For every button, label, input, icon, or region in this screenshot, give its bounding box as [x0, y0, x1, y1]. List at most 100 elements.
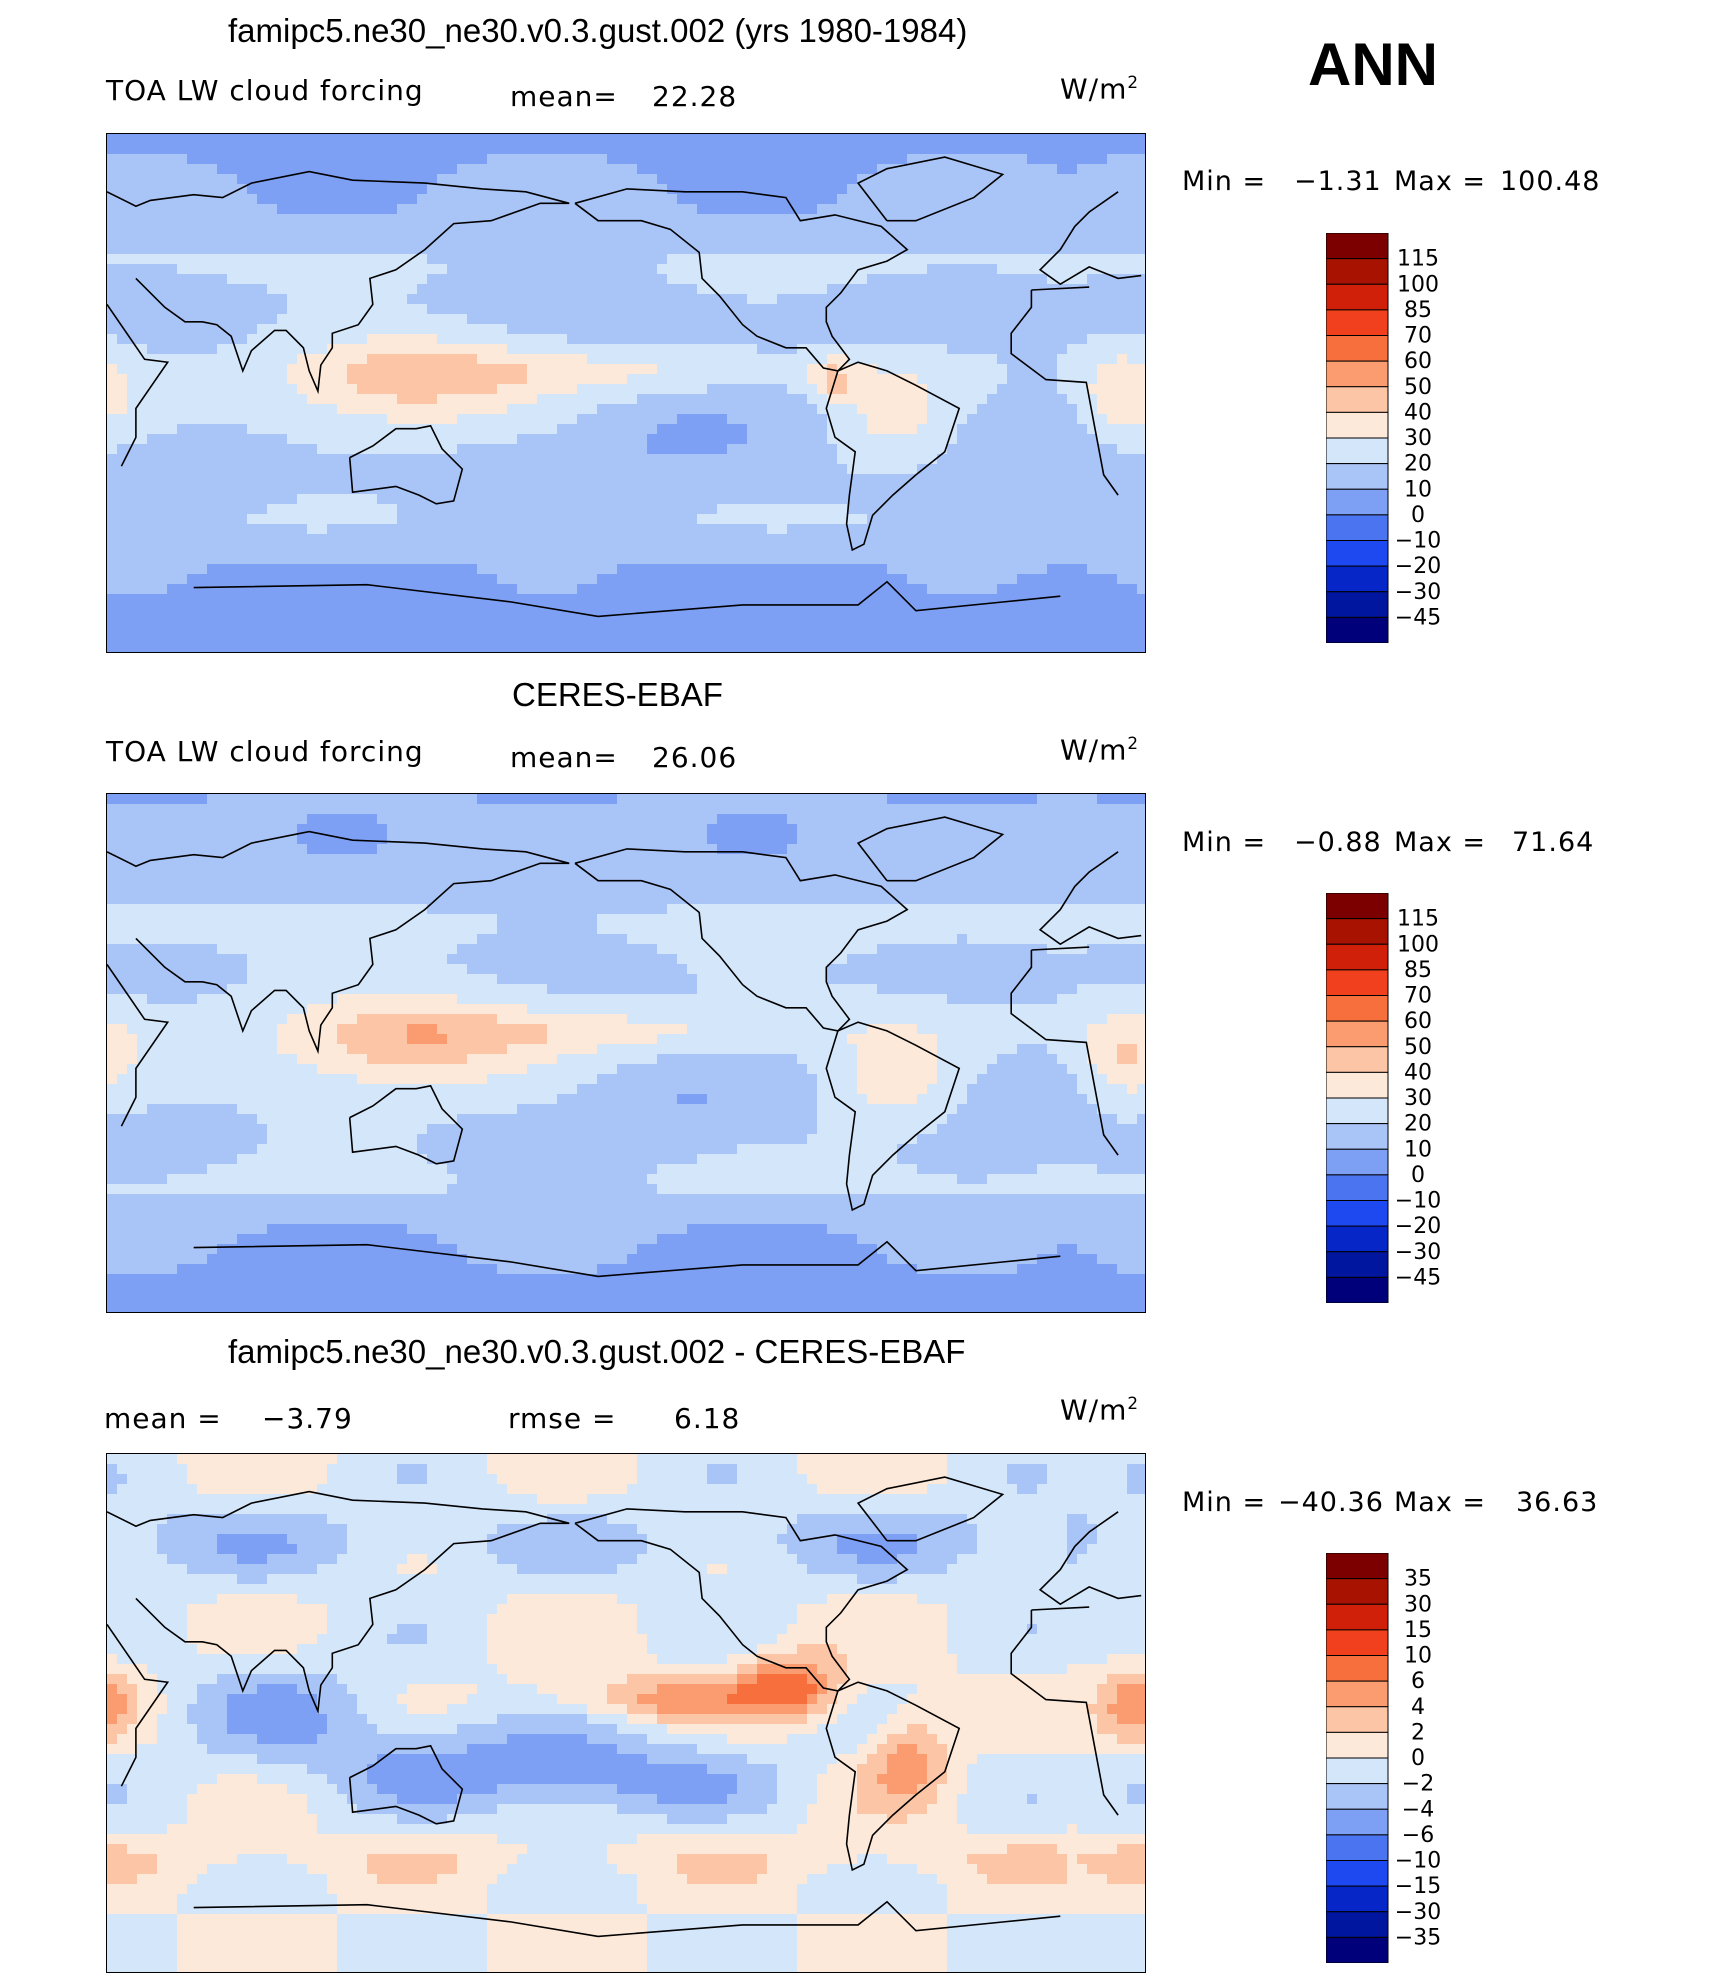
coastline: [107, 286, 1119, 496]
colorbar-box: [1325, 1225, 1389, 1253]
colorbar-box: [1325, 1783, 1389, 1810]
panel-3-colorbar: 35 30 15 10 6 4 2 0 −2 −4 −6 −10 −15 −30 −35: [1325, 1552, 1446, 1968]
panel-1-units: W/m2: [1060, 72, 1140, 106]
panel-3-max-value: 36.63: [1516, 1487, 1599, 1518]
panel-1-min-label: Min =: [1182, 166, 1267, 197]
colorbar-box: [1325, 565, 1389, 593]
colorbar-box: [1325, 1174, 1389, 1201]
colorbar-box: [1325, 232, 1389, 260]
colorbar-tick-label: −15: [1395, 1874, 1441, 1899]
colorbar-tick-label: 35: [1404, 1567, 1432, 1592]
panel-2-mean-value: 26.06: [652, 741, 738, 774]
colorbar-tick-label: 30: [1404, 1086, 1432, 1111]
panel-1-mean-label: mean=: [510, 80, 618, 113]
colorbar-tick-label: 30: [1404, 426, 1432, 451]
colorbar-box: [1325, 1808, 1389, 1836]
colorbar-box: [1325, 1251, 1389, 1278]
panel-3-mean-label: mean =: [104, 1402, 222, 1435]
colorbar-tick-label: −2: [1402, 1772, 1434, 1797]
colorbar-tick-label: 4: [1411, 1695, 1425, 1720]
colorbar-box: [1325, 918, 1389, 945]
colorbar-box: [1325, 335, 1389, 362]
coastline: [107, 946, 1119, 1156]
colorbar-tick-label: −10: [1395, 1849, 1441, 1874]
colorbar-tick-label: 0: [1411, 1746, 1425, 1771]
colorbar-tick-label: −20: [1395, 1214, 1441, 1239]
colorbar-box: [1325, 1148, 1389, 1176]
coastline: [348, 1084, 464, 1165]
colorbar-tick-label: 0: [1411, 1163, 1425, 1188]
coastline: [574, 1508, 909, 1692]
colorbar-box: [1325, 1655, 1389, 1682]
colorbar-box: [1325, 1680, 1389, 1708]
panel-2-min-value: −0.88: [1294, 827, 1382, 858]
panel-1-mean-value: 22.28: [652, 80, 738, 113]
colorbar-tick-label: 85: [1404, 958, 1432, 983]
colorbar-tick-label: 60: [1404, 349, 1432, 374]
colorbar-tick-label: −4: [1402, 1797, 1434, 1822]
colorbar-tick-label: 50: [1404, 375, 1432, 400]
colorbar-tick-label: 6: [1411, 1669, 1425, 1694]
coastline: [107, 1606, 1119, 1816]
colorbar-box: [1325, 1046, 1389, 1073]
colorbar-box: [1325, 995, 1389, 1022]
colorbar-box: [1325, 969, 1389, 996]
colorbar-box: [1325, 514, 1389, 541]
panel-2-colorbar: 115 100 85 70 60 50 40 30 20 10 0 −10 −20 −30 −45: [1325, 892, 1446, 1308]
colorbar-tick-label: 40: [1404, 1060, 1432, 1085]
colorbar-box: [1325, 437, 1389, 465]
colorbar-box: [1325, 1731, 1389, 1759]
colorbar-box: [1325, 1578, 1389, 1605]
panel-2-units: W/m2: [1060, 733, 1140, 767]
colorbar-box: [1325, 616, 1389, 644]
colorbar-box: [1325, 1860, 1389, 1887]
panel-3-min-label: Min =: [1182, 1487, 1267, 1518]
colorbar-box: [1325, 463, 1389, 490]
colorbar-box: [1325, 591, 1389, 618]
colorbar-box: [1325, 1200, 1389, 1227]
colorbar-tick-label: 15: [1404, 1618, 1432, 1643]
colorbar-box: [1325, 1552, 1389, 1580]
colorbar-tick-label: 0: [1411, 503, 1425, 528]
colorbar-box: [1325, 1885, 1389, 1913]
coastline: [348, 1744, 464, 1825]
panel-3-min-value: −40.36: [1278, 1487, 1384, 1518]
panel-2-variable-label: TOA LW cloud forcing: [106, 735, 424, 768]
colorbar-tick-label: 20: [1404, 452, 1432, 477]
colorbar-box: [1325, 1834, 1389, 1861]
coastline: [348, 424, 464, 505]
panel-2-mean-label: mean=: [510, 741, 618, 774]
panel-2-map: [106, 793, 1146, 1313]
panel-1-map: [106, 133, 1146, 653]
panel-3-map: [106, 1453, 1146, 1973]
colorbar-tick-label: 85: [1404, 298, 1432, 323]
colorbar-tick-label: −10: [1395, 529, 1441, 554]
colorbar-box: [1325, 540, 1389, 567]
season-label: ANN: [1308, 31, 1438, 98]
panel-1-max-value: 100.48: [1500, 166, 1601, 197]
colorbar-tick-label: 115: [1397, 247, 1439, 272]
panel-3-title: famipc5.ne30_ne30.v0.3.gust.002 - CERES-…: [228, 1333, 966, 1370]
colorbar-tick-label: −45: [1395, 1265, 1441, 1290]
coastline: [856, 816, 1005, 882]
colorbar-box: [1325, 1276, 1389, 1304]
coastline: [574, 848, 909, 1032]
colorbar-box: [1325, 1123, 1389, 1150]
coastline: [825, 1021, 961, 1212]
colorbar-tick-label: 60: [1404, 1009, 1432, 1034]
panel-3-mean-value: −3.79: [262, 1402, 353, 1435]
colorbar-box: [1325, 411, 1389, 439]
colorbar-tick-label: 10: [1404, 1644, 1432, 1669]
colorbar-tick-label: 10: [1404, 1137, 1432, 1162]
colorbar-tick-label: −10: [1395, 1189, 1441, 1214]
colorbar-box: [1325, 309, 1389, 336]
panel-3-rmse-value: 6.18: [674, 1402, 741, 1435]
colorbar-tick-label: 10: [1404, 477, 1432, 502]
colorbar-tick-label: −30: [1395, 1240, 1441, 1265]
coastline: [825, 1681, 961, 1872]
coastline: [856, 156, 1005, 222]
colorbar-box: [1325, 488, 1389, 516]
colorbar-tick-label: −30: [1395, 1900, 1441, 1925]
coastline: [107, 830, 1142, 1055]
colorbar-tick-label: 40: [1404, 400, 1432, 425]
